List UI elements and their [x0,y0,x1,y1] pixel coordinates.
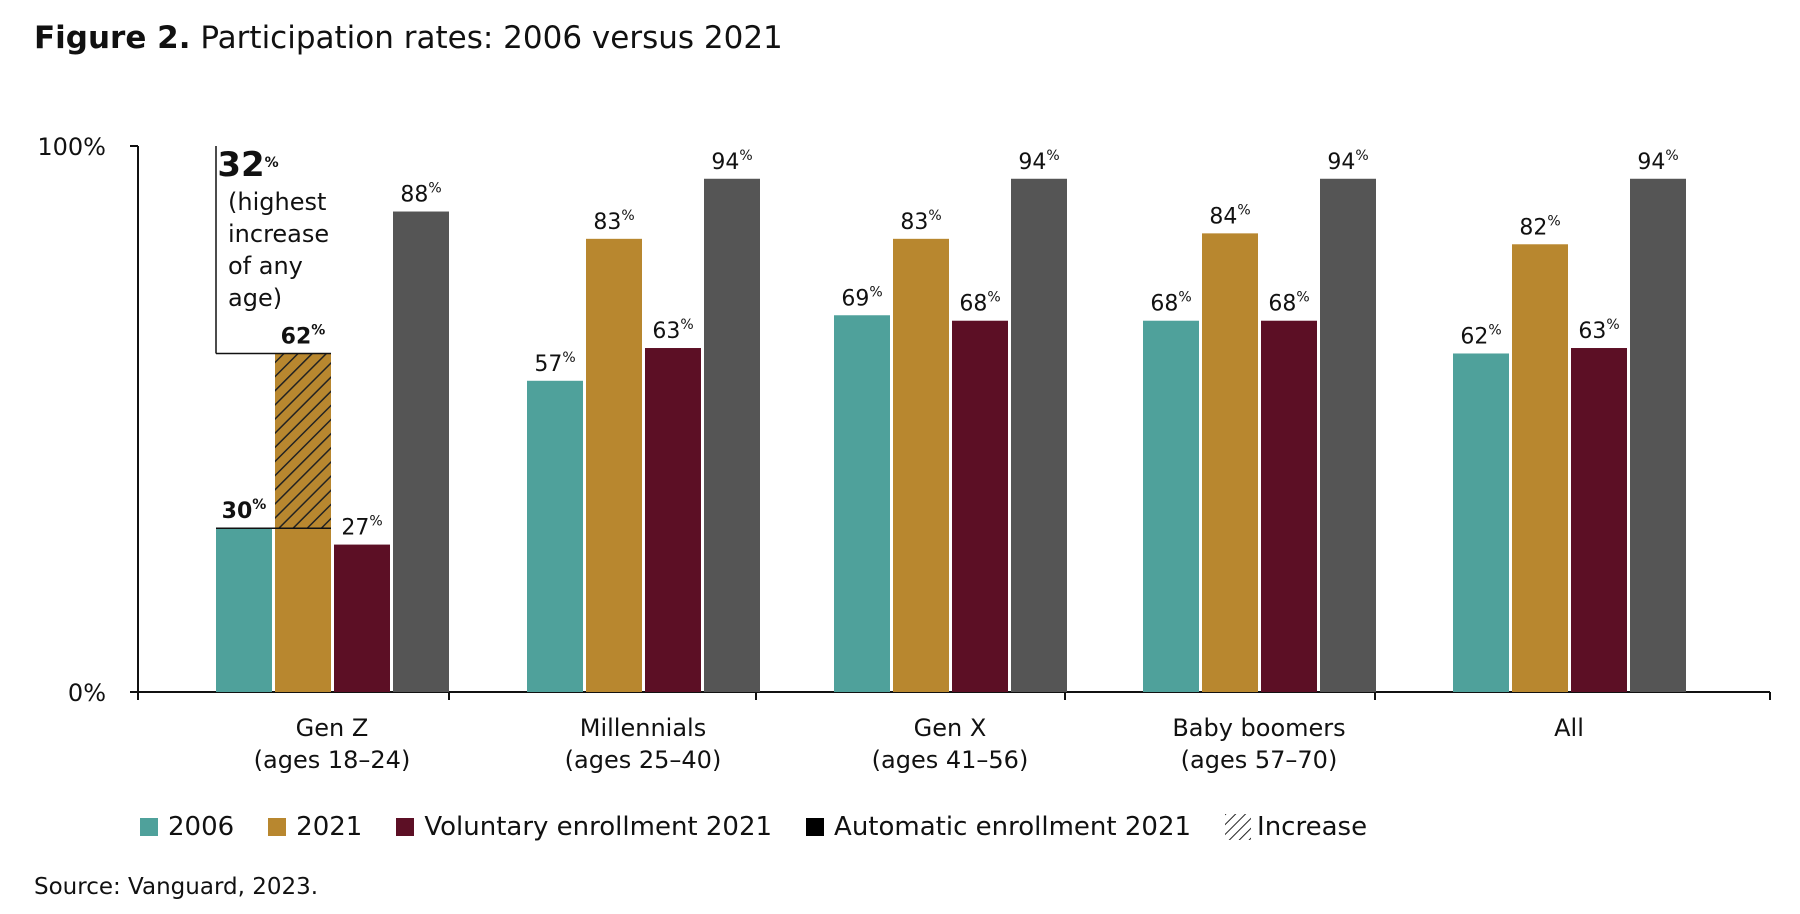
legend-item-voluntary: Voluntary enrollment 2021 [396,812,772,842]
legend-item-2021: 2021 [268,812,362,842]
bar [1143,320,1199,692]
legend-swatch-automatic [806,818,825,836]
legend-item-2006: 2006 [140,812,234,842]
legend: 2006 2021 Voluntary enrollment 2021 Auto… [140,812,1401,842]
bar [645,348,701,692]
category-label-ages: (ages 25–40) [565,746,722,774]
category-label: Gen Z [296,714,369,742]
category-label: All [1554,714,1584,742]
bar [1011,178,1067,692]
legend-label-automatic: Automatic enrollment 2021 [834,812,1192,842]
bar-2021-base [275,528,331,692]
bar [216,528,272,692]
legend-item-increase: Increase [1225,812,1367,842]
data-label: 83% [900,208,941,235]
bar-2021-increase [275,353,331,529]
y-tick-label-100: 100% [37,133,106,161]
bar [1571,348,1627,692]
data-label: 69% [841,284,882,311]
bar [393,211,449,692]
annotation-value: 32% [217,145,278,185]
data-label: 94% [1637,148,1678,175]
annotation-text: of any [228,252,303,280]
category-label-ages: (ages 18–24) [254,746,411,774]
bar [1320,178,1376,692]
annotation-text: age) [228,284,282,312]
bar [334,544,390,692]
bar [834,315,890,692]
legend-label-2006: 2006 [168,812,235,842]
legend-label-voluntary: Voluntary enrollment 2021 [424,812,773,842]
legend-label-2021: 2021 [296,812,363,842]
legend-swatch-2021 [268,818,287,836]
legend-swatch-voluntary [396,818,415,836]
bar [527,380,583,692]
y-tick-label-0: 0% [68,679,106,707]
figure-title-text: Participation rates: 2006 versus 2021 [200,20,783,56]
data-label: 68% [1268,290,1309,317]
data-label: 94% [711,148,752,175]
data-label: 94% [1327,148,1368,175]
data-label: 62% [281,322,326,349]
category-label: Baby boomers [1172,714,1345,742]
bar [952,320,1008,692]
legend-item-automatic: Automatic enrollment 2021 [806,812,1191,842]
bar [893,238,949,692]
bar [586,238,642,692]
bar [704,178,760,692]
bar [1630,178,1686,692]
data-label: 68% [959,290,1000,317]
data-label: 82% [1519,213,1560,240]
category-label-ages: (ages 41–56) [872,746,1029,774]
figure-label: Figure 2. [34,20,191,56]
legend-swatch-2006 [140,818,158,836]
annotation-text: (highest [228,188,326,216]
data-label: 62% [1460,322,1501,349]
category-label-ages: (ages 57–70) [1181,746,1338,774]
data-label: 88% [400,181,441,208]
bar [1453,353,1509,692]
data-label: 63% [1578,317,1619,344]
source-note: Source: Vanguard, 2023. [34,874,319,900]
data-label: 57% [534,350,575,377]
figure-title: Figure 2. Participation rates: 2006 vers… [34,20,783,56]
data-label: 63% [652,317,693,344]
bar [1202,233,1258,693]
bar [1512,244,1568,692]
category-label: Gen X [914,714,987,742]
data-label: 94% [1018,148,1059,175]
data-label: 27% [341,514,382,541]
data-label: 68% [1150,290,1191,317]
data-label: 30% [222,497,267,524]
annotation-text: increase [228,220,329,248]
category-label: Millennials [580,714,706,742]
data-label: 84% [1209,202,1250,229]
data-label: 83% [593,208,634,235]
bar [1261,320,1317,692]
legend-swatch-increase [1225,814,1252,840]
legend-label-increase: Increase [1257,812,1368,842]
